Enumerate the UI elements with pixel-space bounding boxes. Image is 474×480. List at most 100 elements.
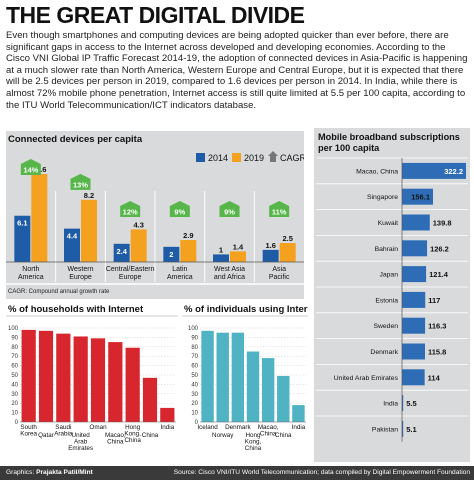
mobile-bar-3 <box>402 240 428 257</box>
footer-source: Source: Cisco VNI/ITU World Telecommunic… <box>173 469 470 476</box>
households-bar-8 <box>160 407 175 422</box>
legend-swatch-2014 <box>196 153 205 162</box>
individuals-ytick: 40 <box>191 382 198 388</box>
cagr-value-0: 14% <box>23 166 38 175</box>
households-category-4: Oman <box>89 424 107 431</box>
devices-value-2014-0: 6.1 <box>17 219 27 228</box>
individuals-category-3: Hong Kong, China <box>245 432 262 452</box>
footer-graphics-label: Graphics: <box>6 469 37 476</box>
cagr-note: CAGR: Compound annual growth rate <box>8 289 110 295</box>
individuals-category-0: Iceland <box>197 424 218 431</box>
devices-bar-2019-4 <box>230 251 246 262</box>
cagr-badge-3 <box>169 201 190 217</box>
devices-category-3: Latin America <box>167 266 193 281</box>
mobile-category-10: Pakistan <box>372 426 398 433</box>
connected-devices-chart: Connected devices per capita 2014 2019 CAGR… <box>6 131 304 299</box>
mobile-bar-9 <box>402 395 404 412</box>
individuals-ytick: 0 <box>195 420 199 426</box>
mobile-broadband-svg: Mobile broadband subscriptions per 100 ca… <box>314 128 470 462</box>
mobile-bar-4 <box>402 266 427 283</box>
households-bar-1 <box>38 330 54 422</box>
households-category-3: United Arab Emirates <box>68 432 93 452</box>
legend-label-cagr: CAGR <box>280 153 304 163</box>
intro-paragraph: Even though smartphones and computing de… <box>6 30 468 111</box>
mobile-category-0: Macao, China <box>356 168 398 175</box>
households-chart-title: % of households with Internet <box>8 304 144 315</box>
households-internet-svg: % of households with Internet 0 10 20 30 40 50… <box>6 304 178 452</box>
mobile-value-9: 5.5 <box>406 399 416 408</box>
devices-category-2: Central/Eastern Europe <box>106 266 155 281</box>
individuals-bar-3 <box>246 351 260 422</box>
cagr-value-2: 12% <box>123 208 138 217</box>
individuals-ytick: 90 <box>191 335 198 341</box>
individuals-category-5: China <box>275 432 292 439</box>
devices-value-2019-1: 8.2 <box>84 191 94 200</box>
devices-bar-2014-3 <box>163 246 180 262</box>
mobile-value-6: 116.3 <box>428 322 446 331</box>
devices-bar-2014-0 <box>14 215 31 262</box>
households-bar-3 <box>73 336 88 422</box>
individuals-ytick: 100 <box>188 326 199 332</box>
mobile-bar-1 <box>402 188 434 205</box>
cagr-badge-5 <box>269 201 290 217</box>
devices-value-2014-1: 4.4 <box>67 232 78 241</box>
households-bar-4 <box>90 338 106 422</box>
households-ytick: 90 <box>11 335 18 341</box>
mobile-category-1: Singapore <box>367 194 398 201</box>
mobile-category-5: Estonia <box>375 297 398 304</box>
individuals-category-6: India <box>292 424 306 431</box>
households-ytick: 30 <box>11 392 18 398</box>
households-bar-0 <box>21 329 36 422</box>
mobile-bar-0 <box>402 162 466 179</box>
devices-category-4: West Asia and Africa <box>214 266 245 281</box>
individuals-bar-0 <box>201 330 214 422</box>
mobile-bar-5 <box>402 291 426 308</box>
mobile-category-2: Kuwait <box>378 220 399 227</box>
mobile-value-4: 121.4 <box>429 270 449 279</box>
households-category-0: South Korea <box>20 424 37 438</box>
individuals-category-4: Macao, China <box>258 424 279 438</box>
individuals-ytick: 20 <box>191 401 198 407</box>
devices-bar-2014-4 <box>213 254 229 262</box>
devices-value-2014-5: 1.6 <box>265 241 275 250</box>
mobile-category-7: Denmark <box>370 349 398 356</box>
individuals-ytick: 30 <box>191 392 198 398</box>
cagr-badge-2 <box>120 201 141 217</box>
mobile-category-3: Bahrain <box>375 246 399 253</box>
individuals-internet-svg: % of individuals using Internet 0 10 20 30 40… <box>182 304 308 452</box>
mobile-bar-7 <box>402 343 426 360</box>
households-category-5: Macao, China <box>105 432 126 446</box>
households-category-2: Saudi Arabia <box>54 424 73 438</box>
devices-value-2019-3: 2.9 <box>183 231 193 240</box>
individuals-category-2: Denmark <box>225 424 251 431</box>
mobile-category-8: United Arab Emirates <box>334 375 399 382</box>
cagr-value-5: 11% <box>272 208 287 217</box>
devices-bar-2019-0 <box>31 174 48 262</box>
mobile-bar-2 <box>402 214 430 231</box>
individuals-ytick: 70 <box>191 354 198 360</box>
households-category-1: Qatar <box>38 432 54 439</box>
cagr-value-1: 13% <box>73 180 88 189</box>
households-bar-6 <box>125 347 140 422</box>
households-ytick: 20 <box>11 401 18 407</box>
mobile-chart-title: Mobile broadband subscriptions per 100 ca… <box>318 132 460 153</box>
households-ytick: 80 <box>11 345 18 351</box>
devices-chart-title: Connected devices per capita <box>8 134 143 145</box>
devices-value-2019-5: 2.5 <box>282 234 292 243</box>
devices-value-2019-2: 4.3 <box>133 220 143 229</box>
individuals-bar-1 <box>216 332 229 422</box>
devices-bar-2019-2 <box>130 229 147 262</box>
individuals-bar-2 <box>231 332 245 422</box>
connected-devices-svg: Connected devices per capita 2014 2019 CAGR… <box>6 131 304 299</box>
legend-label-2014: 2014 <box>208 153 228 163</box>
households-bar-5 <box>108 342 123 422</box>
devices-value-2019-4: 1.4 <box>233 242 244 251</box>
households-ytick: 100 <box>8 326 19 332</box>
households-category-6: Hong Kong, China <box>124 424 141 444</box>
mobile-broadband-chart: Mobile broadband subscriptions per 100 ca… <box>314 128 470 462</box>
individuals-chart-title: % of individuals using Internet <box>184 304 308 315</box>
mobile-value-1: 156.1 <box>411 193 430 202</box>
mobile-value-0: 322.2 <box>444 167 463 176</box>
mobile-value-3: 126.2 <box>430 244 449 253</box>
devices-bar-2014-5 <box>262 249 279 262</box>
